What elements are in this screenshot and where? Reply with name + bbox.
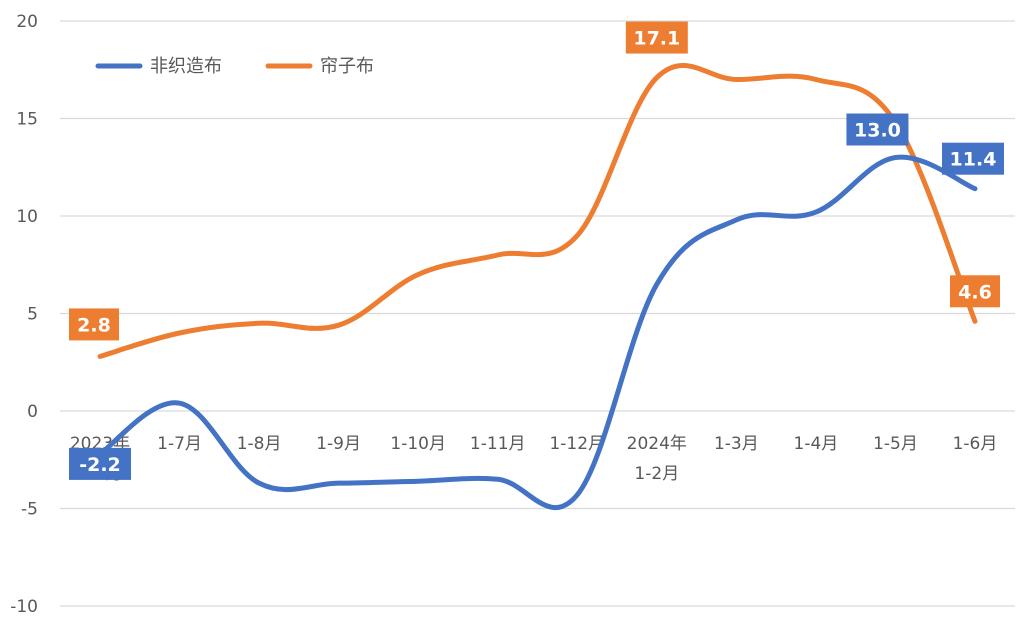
data-label-box xyxy=(69,447,131,480)
y-tick-label: 10 xyxy=(16,207,38,227)
x-tick-label: 1-4月 xyxy=(794,434,839,454)
data-label-box xyxy=(950,275,1000,308)
series-line-nonwoven xyxy=(97,154,978,511)
data-label: 2.8 xyxy=(77,314,111,336)
data-labels: -2.2 13.0 11.4 2.8 17.1 4.6 xyxy=(69,21,1004,480)
data-label: 11.4 xyxy=(950,149,997,171)
x-tick-label: 1-9月 xyxy=(316,434,361,454)
x-tick-label: 1-3月 xyxy=(714,434,759,454)
data-label: 13.0 xyxy=(854,120,901,142)
legend-label-cord-fabric: 帘子布 xyxy=(320,56,374,77)
legend: 非织造布 帘子布 xyxy=(95,56,374,77)
x-tick-label: 1-11月 xyxy=(470,434,526,454)
data-label: 17.1 xyxy=(633,28,680,50)
x-tick-label: 1-6月 xyxy=(953,434,998,454)
x-tick-label: 1-2月 xyxy=(634,464,679,484)
data-label-box xyxy=(942,142,1004,175)
x-tick-label: 1-5月 xyxy=(873,434,918,454)
series-line-cord-fabric xyxy=(97,63,978,359)
data-label: 4.6 xyxy=(958,281,992,303)
x-tick-label: 1-8月 xyxy=(237,434,282,454)
data-label: -2.2 xyxy=(79,454,121,476)
x-tick-label: 1-12月 xyxy=(549,434,605,454)
y-axis-ticks: 20 15 10 5 0 -5 -10 xyxy=(10,12,38,617)
x-tick-label: 1-7月 xyxy=(157,434,202,454)
y-tick-label: -5 xyxy=(21,500,38,520)
y-tick-label: 15 xyxy=(16,110,38,130)
x-tick-label: 1-10月 xyxy=(390,434,446,454)
y-tick-label: -10 xyxy=(10,597,38,617)
y-tick-label: 0 xyxy=(27,402,38,422)
gridlines xyxy=(60,20,1015,607)
data-label-box xyxy=(625,21,688,54)
x-tick-label: 2024年 xyxy=(627,434,687,454)
legend-label-nonwoven: 非织造布 xyxy=(150,56,222,77)
data-label-box xyxy=(846,113,909,146)
data-label-box xyxy=(69,308,119,341)
y-tick-label: 5 xyxy=(27,305,38,325)
x-axis-ticks: 2023年1-6月1-7月1-8月1-9月1-10月1-11月1-12月2024… xyxy=(70,434,998,484)
y-tick-label: 20 xyxy=(16,12,38,32)
series-group xyxy=(97,63,978,511)
